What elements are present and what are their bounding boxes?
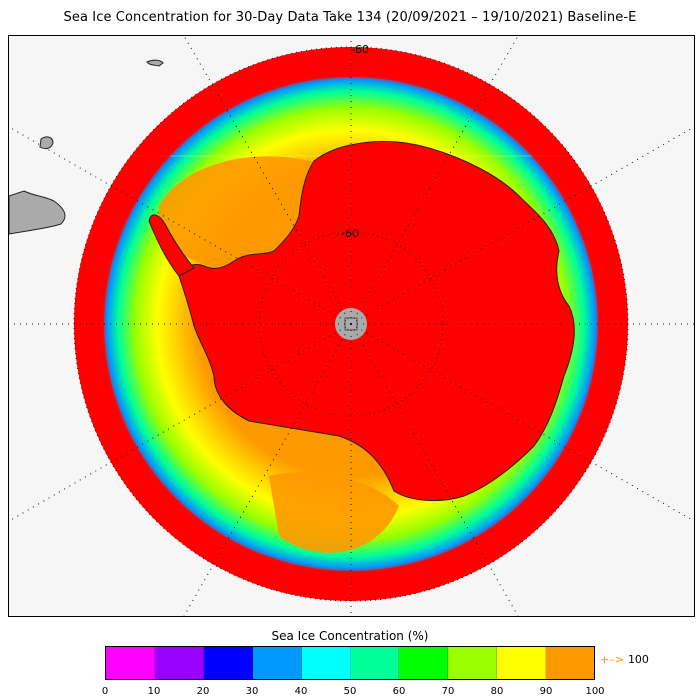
legend-tick-10: 10 (147, 686, 161, 697)
legend-swatch-4 (301, 647, 351, 679)
legend-tick-20: 20 (196, 686, 210, 697)
color-legend (105, 646, 595, 680)
legend-swatch-8 (497, 647, 547, 679)
lat-label-inner: -60 (341, 227, 359, 240)
arrow-icon: +–> (600, 653, 624, 666)
legend-overflow-indicator: +–> 100 (600, 653, 649, 666)
legend-swatch-3 (252, 647, 302, 679)
lat-label-outer: -60 (351, 43, 369, 56)
south-america-tip (9, 190, 66, 235)
polar-map (9, 36, 694, 616)
legend-tick-80: 80 (490, 686, 504, 697)
arrow-label: 100 (627, 653, 649, 666)
south-georgia (146, 59, 164, 67)
ross-sea-ice (269, 472, 399, 553)
legend-swatch-9 (546, 647, 595, 679)
legend-tick-70: 70 (441, 686, 455, 697)
legend-swatch-2 (203, 647, 253, 679)
antarctic-peninsula (148, 214, 195, 277)
meridians (9, 36, 694, 616)
legend-tick-0: 0 (101, 686, 109, 697)
legend-swatch-0 (106, 647, 155, 679)
legend-swatch-5 (350, 647, 400, 679)
legend-tick-40: 40 (294, 686, 308, 697)
legend-swatch-7 (448, 647, 498, 679)
legend-tick-90: 90 (539, 686, 553, 697)
legend-swatch-6 (399, 647, 449, 679)
map-title: Sea Ice Concentration for 30-Day Data Ta… (63, 10, 637, 25)
legend-tick-100: 100 (585, 686, 605, 697)
legend-title: Sea Ice Concentration (%) (271, 629, 429, 643)
lat-circle-inner (258, 231, 444, 417)
legend-tick-50: 50 (343, 686, 357, 697)
legend-tick-30: 30 (245, 686, 259, 697)
legend-swatch-1 (154, 647, 204, 679)
antarctica-land (178, 141, 575, 501)
falkland-islands (39, 136, 54, 150)
legend-tick-60: 60 (392, 686, 406, 697)
map-frame: -60 -60 (8, 35, 695, 617)
